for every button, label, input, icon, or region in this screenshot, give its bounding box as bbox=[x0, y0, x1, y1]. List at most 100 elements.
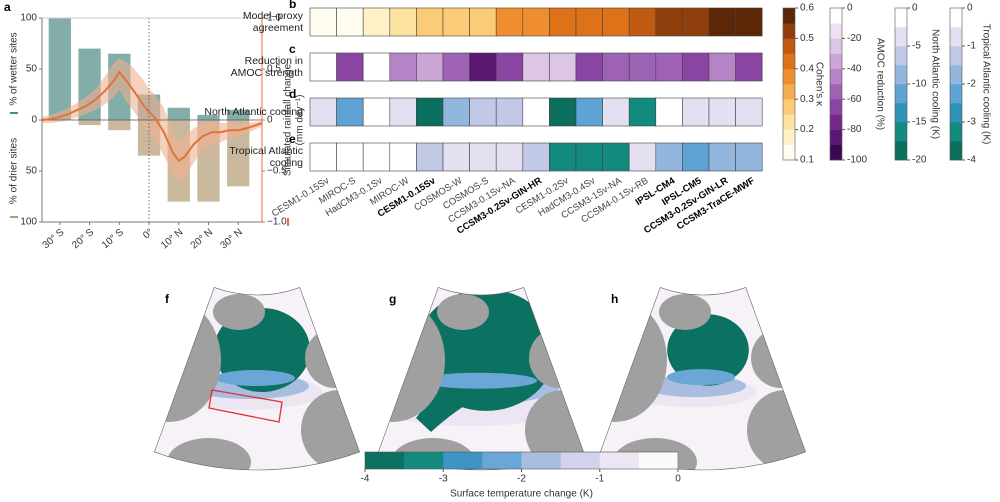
colorbar-tick-label: -4 bbox=[967, 155, 976, 166]
land bbox=[529, 328, 584, 388]
region-box bbox=[208, 389, 283, 423]
heatmap-cell bbox=[336, 142, 364, 172]
panel-letter: b bbox=[289, 0, 296, 11]
colorbar-tick-label: -10 bbox=[912, 79, 927, 90]
colorbar-tick-label: -40 bbox=[847, 63, 862, 74]
label-swatch bbox=[10, 216, 18, 218]
heatmap-cell bbox=[309, 97, 337, 127]
bar bbox=[78, 120, 101, 126]
heatmap-cell bbox=[442, 97, 470, 127]
heatmap-cell bbox=[522, 7, 550, 37]
heatmap-cell bbox=[336, 7, 364, 37]
heatmap-cell bbox=[522, 97, 550, 127]
colorbar-label: Cohen's κ bbox=[813, 62, 824, 107]
heatmap-cell bbox=[442, 142, 470, 172]
colorbar-step bbox=[783, 68, 795, 85]
colorbar-step bbox=[830, 99, 842, 115]
colorbar-tick-label: 0 bbox=[847, 3, 853, 14]
colorbar-step bbox=[950, 65, 962, 85]
x-tick-label: 20° S bbox=[70, 227, 96, 251]
colorbar-step bbox=[830, 68, 842, 85]
y2-swatch bbox=[287, 218, 289, 226]
heatmap-cell bbox=[575, 97, 603, 127]
heatmap-cell bbox=[682, 52, 710, 82]
colorbar-step bbox=[830, 8, 842, 24]
colorbar-step bbox=[895, 141, 907, 161]
colorbar-step bbox=[482, 452, 522, 469]
map-border bbox=[154, 287, 360, 471]
colorbar-step bbox=[895, 46, 907, 66]
land bbox=[600, 298, 667, 422]
colorbar-step bbox=[783, 23, 795, 39]
colorbar-frame bbox=[829, 7, 843, 161]
panel-letter: g bbox=[389, 292, 396, 306]
heatmap-cell bbox=[628, 52, 657, 82]
y2-tick-label: −1.0 bbox=[267, 217, 287, 228]
x-tick-label: 30° S bbox=[41, 227, 67, 251]
colorbar-tick-label: -1 bbox=[595, 474, 604, 485]
heatmap-cell bbox=[495, 7, 524, 37]
heatmap-cell bbox=[549, 7, 577, 37]
heatmap-cell bbox=[389, 52, 417, 82]
y2-tick-label: 0 bbox=[267, 115, 273, 126]
y-tick-label: 100 bbox=[20, 217, 37, 228]
colorbar-tick-label: -2 bbox=[517, 474, 526, 485]
colorbar-step bbox=[950, 103, 962, 123]
colorbar-label: AMOC reduction (%) bbox=[874, 38, 885, 130]
x-tick-label: 10° N bbox=[159, 227, 185, 252]
y2-axis-label: Simulated rainfall change bbox=[283, 63, 294, 176]
heatmap-cell bbox=[336, 97, 364, 127]
colorbar-step bbox=[950, 8, 962, 28]
colorbar-tick-label: -1 bbox=[967, 41, 976, 52]
y2-tick-label: 0.5 bbox=[267, 64, 281, 75]
colorbar-step bbox=[404, 452, 444, 469]
heatmap-cell bbox=[655, 142, 683, 172]
colorbar-step bbox=[895, 27, 907, 47]
heatmap-cell bbox=[708, 7, 736, 37]
colorbar-step bbox=[895, 122, 907, 142]
colorbar-tick-label: 0 bbox=[967, 3, 973, 14]
cooling-zone bbox=[667, 314, 749, 386]
heatmap-cell bbox=[628, 142, 657, 172]
heatmap-cell bbox=[682, 142, 710, 172]
heatmap-cell bbox=[389, 7, 417, 37]
colorbar-step bbox=[783, 144, 795, 161]
colorbar-step bbox=[950, 122, 962, 142]
colorbar-step bbox=[950, 27, 962, 47]
y-tick-label: 100 bbox=[20, 13, 37, 24]
colorbar-label: Tropical Atlantic cooling (K) bbox=[980, 24, 991, 145]
land bbox=[213, 294, 265, 330]
row-label: North Atlantic cooling bbox=[204, 106, 303, 118]
colorbar-step bbox=[895, 84, 907, 104]
cooling-edge bbox=[215, 370, 295, 386]
rainfall-line bbox=[41, 70, 263, 163]
label-swatch bbox=[10, 112, 18, 114]
colorbar-tick-label: 0.2 bbox=[800, 124, 814, 135]
heatmap-cell bbox=[735, 7, 763, 37]
colorbar-step bbox=[895, 103, 907, 123]
heatmap-cell bbox=[416, 7, 444, 37]
panel-letter: h bbox=[611, 292, 618, 306]
heatmap-cell bbox=[495, 52, 524, 82]
colorbar-tick-label: 0 bbox=[912, 3, 918, 14]
y2-axis-label: (mm day⁻¹) bbox=[295, 95, 306, 146]
colorbar-step bbox=[783, 129, 795, 146]
y2-tick-label: −0.5 bbox=[267, 166, 287, 177]
heatmap-cell bbox=[735, 97, 763, 127]
land bbox=[154, 298, 221, 422]
cooling-edge bbox=[667, 369, 735, 386]
bar bbox=[167, 107, 190, 120]
heatmap-cell bbox=[495, 97, 524, 127]
row-label: Reduction in bbox=[245, 55, 304, 67]
colorbar-frame bbox=[782, 7, 796, 161]
heatmap-cell bbox=[655, 7, 683, 37]
bar bbox=[108, 120, 131, 131]
bar bbox=[197, 114, 220, 120]
heatmap-cell bbox=[708, 97, 736, 127]
colorbar-label: Surface temperature change (K) bbox=[450, 489, 593, 500]
heatmap-cell bbox=[602, 97, 630, 127]
panel-letter: f bbox=[165, 292, 170, 306]
colorbar-tick-label: -15 bbox=[912, 117, 927, 128]
heatmap-cell bbox=[469, 97, 497, 127]
heatmap-cell bbox=[602, 142, 630, 172]
